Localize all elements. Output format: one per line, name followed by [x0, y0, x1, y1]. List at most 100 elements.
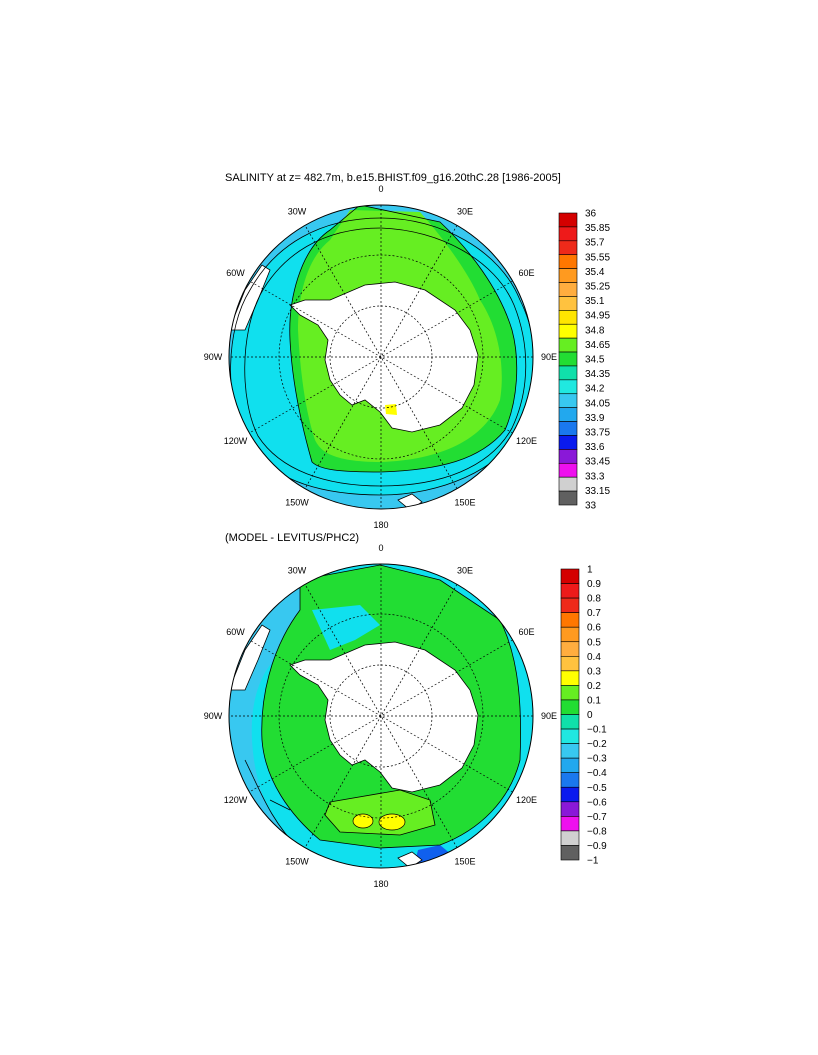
colorbar-label: 33 [585, 501, 597, 512]
colorbar-label: 0.2 [587, 681, 601, 692]
colorbar-label: −0.3 [587, 754, 607, 765]
top-map-title: SALINITY at z= 482.7m, b.e15.BHIST.f09_g… [225, 172, 561, 184]
map-boundary [228, 204, 534, 510]
meridian-line [304, 584, 458, 848]
colorbar-label: −0.9 [587, 841, 607, 852]
colorbar-label: 35.85 [585, 223, 610, 234]
colorbar-label: 33.15 [585, 486, 610, 497]
bottom-map-title: (MODEL - LEVITUS/PHC2) [225, 532, 360, 544]
colorbar-swatch [560, 728, 580, 744]
longitude-label: 30W [288, 207, 307, 217]
colorbar-swatch [560, 626, 580, 643]
colorbar-label: 0.8 [587, 594, 601, 605]
colorbar-label: 34.65 [585, 340, 610, 351]
colorbar-swatch [560, 597, 580, 613]
colorbar-swatch [560, 568, 580, 584]
colorbar-label: 35.1 [585, 296, 605, 307]
colorbar-label: 34.2 [585, 384, 605, 395]
colorbar-swatch [560, 743, 580, 759]
colorbar-swatch [560, 670, 580, 686]
colorbar-label: 33.9 [585, 413, 605, 424]
longitude-label: 60W [226, 627, 245, 637]
longitude-label: 90W [204, 352, 223, 362]
colorbar-swatch [560, 699, 580, 715]
colorbar-label: −0.1 [587, 725, 607, 736]
colorbar-swatch [560, 801, 580, 817]
colorbar-label: 34.05 [585, 398, 610, 409]
longitude-label: 30W [288, 566, 307, 576]
colorbar-label: 0.1 [587, 695, 601, 706]
longitude-label: 150E [454, 497, 475, 507]
map-grid [229, 564, 533, 868]
colorbar-label: 35.25 [585, 282, 610, 293]
colorbar-swatch [560, 641, 580, 657]
antarctica [289, 641, 479, 793]
map-grid [229, 205, 533, 509]
negative-anomaly-patch [415, 845, 452, 866]
colorbar-swatch [560, 685, 580, 701]
colorbar-label: 33.75 [585, 428, 610, 439]
colorbar-label: 35.55 [585, 252, 610, 263]
longitude-label: 60W [226, 268, 245, 278]
anomaly-patch-west [352, 813, 374, 829]
longitude-label: 120E [516, 436, 537, 446]
longitude-label: 0 [378, 184, 383, 194]
longitude-label: 150E [454, 856, 475, 866]
colorbar-label: 0.9 [587, 579, 601, 590]
longitude-labels: 0 30E 60E 90E 120E 150E 180 150W 120W 90W 60W 30W [204, 184, 557, 530]
longitude-label: 120E [516, 795, 537, 805]
colorbar-label: −1 [587, 856, 599, 867]
colorbar-label: −0.5 [587, 783, 607, 794]
longitude-label: 30E [457, 566, 473, 576]
colorbar-label: 34.8 [585, 325, 605, 336]
colorbar-label: 33.6 [585, 442, 605, 453]
longitude-label: 30E [457, 207, 473, 217]
colorbar-swatch [560, 655, 580, 672]
colorbar-label: 33.45 [585, 457, 610, 468]
longitude-label: 150W [285, 497, 309, 507]
colorbar-label: −0.6 [587, 797, 607, 808]
colorbar-label: 33.3 [585, 471, 605, 482]
colorbar-label: 0.3 [587, 666, 601, 677]
colorbar-swatch [560, 830, 580, 846]
longitude-label: 0 [378, 543, 383, 553]
colorbar-swatch [560, 816, 580, 832]
colorbar-label: 36 [585, 209, 597, 220]
colorbar-label: 34.95 [585, 311, 610, 322]
colorbar-label: 0.5 [587, 637, 601, 648]
south-america-tip [229, 624, 271, 691]
longitude-label: 120W [224, 436, 248, 446]
colorbar-label: 35.4 [585, 267, 605, 278]
colorbar-swatch [558, 490, 578, 506]
colorbar-label: 1 [587, 565, 593, 576]
colorbar-label: −0.8 [587, 826, 607, 837]
longitude-labels: 0 30E 60E 90E 120E 150E 180 150W 120W 90W 60W 30W [204, 543, 557, 889]
colorbar-swatch [560, 786, 580, 803]
colorbar-swatch [560, 612, 580, 628]
colorbar-label: 34.35 [585, 369, 610, 380]
colorbar-label: 0.4 [587, 652, 601, 663]
pacific-positive-anomaly [325, 790, 435, 835]
colorbar-swatch [560, 583, 580, 599]
colorbar-label: 35.7 [585, 238, 605, 249]
colorbar-swatch [560, 714, 580, 730]
salinity-colorbar: 36 35.85 35.7 35.55 35.4 35.25 35.1 34.95 34.8 34… [558, 209, 610, 512]
colorbar-label: −0.4 [587, 768, 607, 779]
longitude-label: 180 [373, 520, 388, 530]
colorbar-swatch [560, 757, 580, 774]
anomaly-patch-east [378, 813, 406, 831]
ross-sea-high-salinity-patch [385, 404, 397, 415]
inner-cyan-region [312, 605, 380, 650]
longitude-label: 90E [541, 711, 557, 721]
colorbar-label: −0.2 [587, 739, 607, 750]
longitude-label: 60E [518, 627, 534, 637]
longitude-label: 90W [204, 711, 223, 721]
colorbar-label: 0.7 [587, 608, 601, 619]
colorbar-label: 0.6 [587, 623, 601, 634]
difference-colorbar: 1 0.9 0.8 0.7 0.6 0.5 0.4 0.3 0.2 0.1 0 −0.1 −0.2 −0.… [560, 565, 607, 867]
longitude-label: 90E [541, 352, 557, 362]
colorbar-swatch [560, 845, 580, 861]
longitude-label: 120W [224, 795, 248, 805]
